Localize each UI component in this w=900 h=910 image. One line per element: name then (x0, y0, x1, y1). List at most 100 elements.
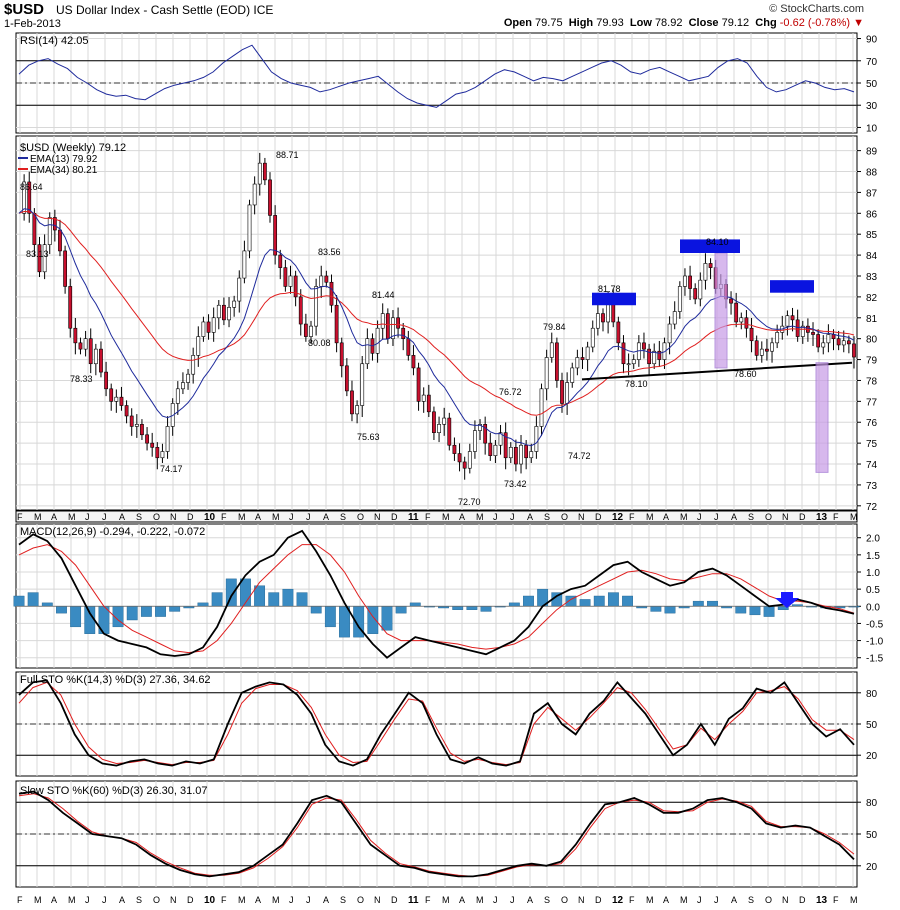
month-tick-label: N (170, 512, 177, 522)
candle-up (498, 432, 503, 446)
month-tick-label: A (663, 512, 669, 522)
y-tick-label: 70 (866, 57, 878, 68)
y-tick-label: -1.5 (866, 654, 884, 665)
y-tick-label: 80 (866, 335, 878, 346)
bottom-month-label: S (136, 895, 142, 905)
price-data-label: 73.42 (504, 479, 527, 489)
close-label: Close (688, 17, 719, 29)
bottom-month-label: A (119, 895, 125, 905)
candle-down (263, 162, 267, 181)
chg-label: Chg (755, 17, 777, 29)
bottom-month-label: M (34, 895, 42, 905)
candle-up (775, 332, 780, 344)
price-data-label: 83.56 (318, 247, 341, 257)
price-data-label: 83.13 (26, 249, 49, 259)
candle-up (375, 327, 380, 354)
candle-up (22, 181, 27, 214)
candle-up (191, 355, 196, 375)
candle-down (754, 340, 759, 356)
candle-up (467, 451, 472, 469)
highlight-box (680, 239, 740, 254)
month-tick-label: O (357, 512, 364, 522)
y-tick-label: 30 (866, 101, 878, 112)
y-tick-label: 81 (866, 314, 878, 325)
bottom-month-label: M (442, 895, 450, 905)
y-tick-label: 89 (866, 147, 878, 158)
candle-down (104, 371, 108, 390)
month-tick-label: 12 (612, 512, 624, 523)
candle-up (42, 244, 47, 273)
macd-title: MACD(12,26,9) -0.294, -0.222, -0.072 (20, 526, 205, 538)
candle-down (58, 229, 62, 252)
month-tick-label: N (374, 512, 381, 522)
exchange: ICE (253, 3, 274, 17)
ticker-symbol: $USD (4, 1, 45, 18)
bottom-month-label: J (289, 895, 294, 905)
candle-up (590, 327, 595, 348)
bottom-month-label: J (85, 895, 90, 905)
candle-up (355, 405, 359, 415)
macd-histogram-bar (579, 599, 591, 607)
bottom-month-label: 12 (612, 895, 624, 906)
candle-down (432, 411, 436, 433)
candle-down (483, 424, 488, 444)
bottom-month-label: A (323, 895, 329, 905)
candle-down (790, 315, 795, 321)
macd-histogram-bar (41, 602, 53, 607)
candle-up (288, 275, 293, 287)
y-tick-label: 0.0 (866, 602, 880, 613)
candle-up (703, 263, 708, 281)
bottom-month-label: F (833, 895, 839, 905)
month-tick-label: J (289, 512, 294, 522)
price-data-label: 86.64 (20, 182, 43, 192)
macd-histogram-bar (84, 606, 96, 634)
candle-down (503, 432, 508, 459)
candle-up (309, 325, 313, 337)
slow-sto-panel: 20 50 80 Slow STO %K(60) %D(3) 26.30, 31.07 (15, 780, 878, 888)
candle-down (145, 434, 149, 444)
candle-up (437, 424, 441, 433)
macd-line (18, 529, 855, 659)
bottom-month-label: S (340, 895, 346, 905)
macd-histogram-bar (607, 592, 619, 607)
macd-histogram-bar (197, 602, 209, 607)
candle-up (841, 340, 846, 346)
macd-histogram-bar (169, 606, 181, 612)
high-label: High (568, 17, 594, 29)
month-tick-label: M (442, 512, 450, 522)
candle-down (344, 365, 349, 392)
macd-histogram-bar (339, 606, 350, 638)
month-tick-label: M (850, 512, 858, 522)
slow-sto-title: Slow STO %K(60) %D(3) 26.30, 31.07 (20, 785, 208, 797)
bottom-month-label: O (561, 895, 568, 905)
y-tick-label: 78 (866, 376, 878, 387)
bottom-month-label: A (255, 895, 261, 905)
month-tick-label: J (493, 512, 498, 522)
bottom-month-label: J (697, 895, 702, 905)
price-title: $USD (Weekly) 79.12 (20, 142, 126, 154)
candle-up (493, 444, 498, 456)
y-tick-label: 50 (866, 79, 878, 90)
y-tick-label: 87 (866, 188, 878, 199)
macd-panel: 2.0 1.5 1.0 0.5 0.0 -0.5 -1.0 -1.5 MACD(12,26,9)… (13, 523, 884, 669)
macd-histogram-bar (622, 595, 633, 607)
candle-down (268, 179, 272, 216)
price-data-label: 81.78 (598, 284, 621, 294)
y-tick-label: 76 (866, 418, 878, 429)
month-tick-label: N (782, 512, 789, 522)
y-tick-label: 85 (866, 230, 878, 241)
candle-up (83, 338, 88, 350)
candle-down (303, 323, 308, 337)
y-tick-label: -1.0 (866, 637, 884, 648)
candle-up (216, 304, 221, 319)
bottom-month-label: F (221, 895, 227, 905)
bottom-month-label: F (425, 895, 431, 905)
rsi-panel: 10 30 50 70 90 RSI(14) 42.05 (15, 32, 878, 134)
month-tick-label: M (68, 512, 76, 522)
candle-down (744, 317, 749, 329)
candle-up (186, 373, 190, 383)
macd-histogram-bar (763, 606, 775, 617)
candle-down (488, 442, 493, 456)
macd-histogram-bar (409, 602, 421, 607)
macd-histogram-bar (140, 606, 152, 617)
